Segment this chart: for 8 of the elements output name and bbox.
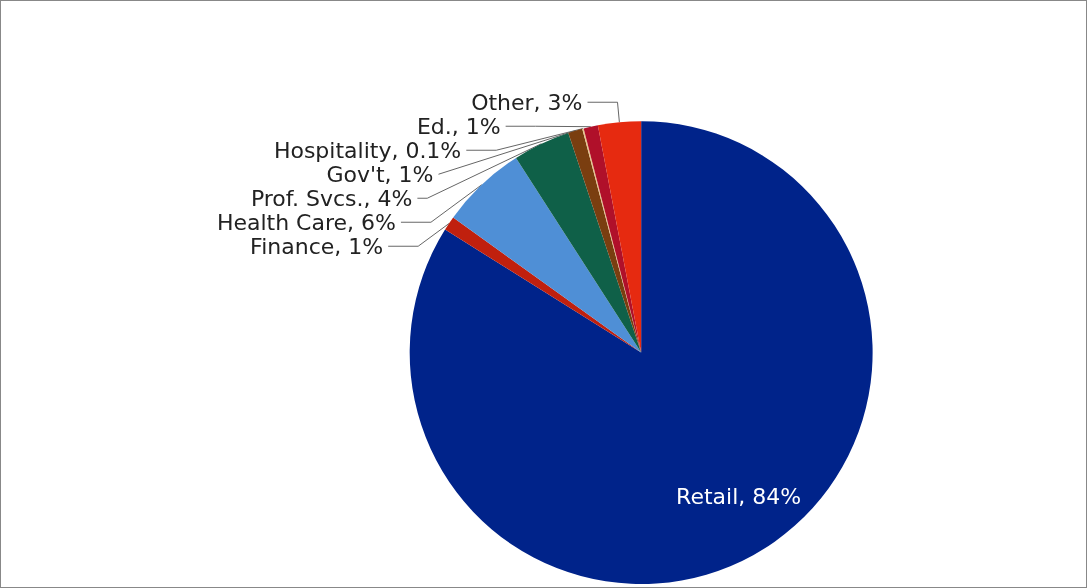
slice-label: Health Care, 6%: [216, 209, 396, 235]
slice-label: Prof. Svcs., 4%: [250, 185, 413, 211]
slice-label: Retail, 84%: [676, 484, 802, 509]
slice-label: Other, 3%: [471, 89, 583, 115]
slice-label: Ed., 1%: [416, 113, 501, 139]
slice-label: Finance, 1%: [250, 233, 384, 259]
slice-label: Gov't, 1%: [326, 161, 434, 187]
slice-label: Hospitality, 0.1%: [273, 137, 462, 163]
